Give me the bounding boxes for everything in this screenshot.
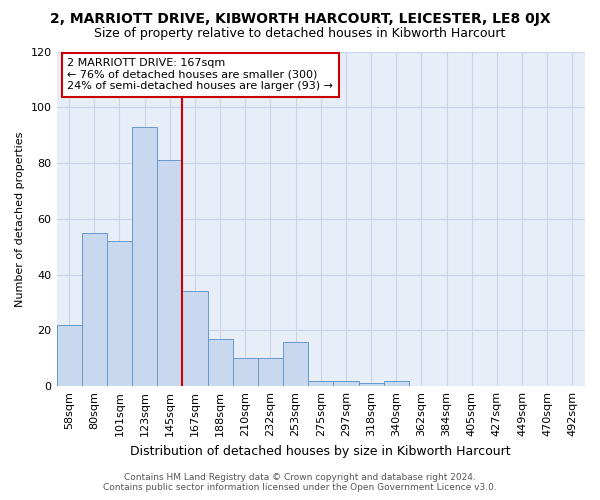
Bar	[334, 380, 359, 386]
Bar	[132, 127, 157, 386]
Bar	[107, 241, 132, 386]
X-axis label: Distribution of detached houses by size in Kibworth Harcourt: Distribution of detached houses by size …	[130, 444, 511, 458]
Text: Size of property relative to detached houses in Kibworth Harcourt: Size of property relative to detached ho…	[94, 28, 506, 40]
Y-axis label: Number of detached properties: Number of detached properties	[15, 131, 25, 306]
Text: Contains HM Land Registry data © Crown copyright and database right 2024.
Contai: Contains HM Land Registry data © Crown c…	[103, 473, 497, 492]
Bar	[82, 233, 107, 386]
Bar	[383, 380, 409, 386]
Text: 2, MARRIOTT DRIVE, KIBWORTH HARCOURT, LEICESTER, LE8 0JX: 2, MARRIOTT DRIVE, KIBWORTH HARCOURT, LE…	[50, 12, 550, 26]
Bar	[233, 358, 258, 386]
Bar	[258, 358, 283, 386]
Bar	[308, 380, 334, 386]
Bar	[208, 339, 233, 386]
Text: 2 MARRIOTT DRIVE: 167sqm
← 76% of detached houses are smaller (300)
24% of semi-: 2 MARRIOTT DRIVE: 167sqm ← 76% of detach…	[67, 58, 333, 92]
Bar	[283, 342, 308, 386]
Bar	[359, 384, 383, 386]
Bar	[157, 160, 182, 386]
Bar	[56, 325, 82, 386]
Bar	[182, 292, 208, 386]
